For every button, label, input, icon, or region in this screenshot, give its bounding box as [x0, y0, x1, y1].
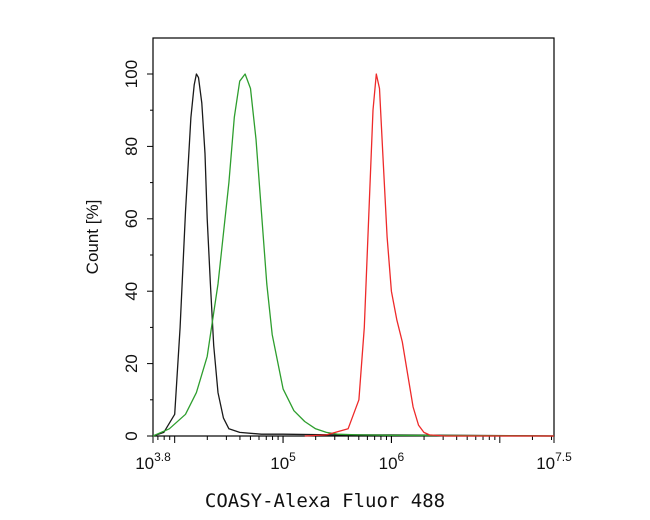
y-tick-label: 0 [122, 431, 141, 440]
x-tick-label: 105 [270, 450, 296, 473]
x-tick-label: 107.5 [536, 450, 572, 473]
series-layer [152, 73, 555, 437]
plot-area [152, 37, 555, 437]
series-line-3 [304, 73, 554, 437]
y-tick-label: 100 [122, 60, 141, 88]
y-axis: 0 20 40 60 80 100 [122, 60, 153, 441]
y-tick-label: 80 [122, 137, 141, 156]
series-line-1 [152, 73, 555, 437]
x-tick-label: 103.8 [135, 450, 171, 473]
y-tick-label: 40 [122, 282, 141, 301]
y-tick-label: 20 [122, 354, 141, 373]
x-tick-label: 106 [379, 450, 405, 473]
x-axis: 103.8 105 106 107.5 [135, 436, 572, 473]
y-tick-label: 60 [122, 209, 141, 228]
x-axis-title: COASY-Alexa Fluor 488 [205, 490, 445, 512]
series-line-2 [152, 73, 555, 437]
y-axis-title: Count [%] [83, 200, 102, 275]
